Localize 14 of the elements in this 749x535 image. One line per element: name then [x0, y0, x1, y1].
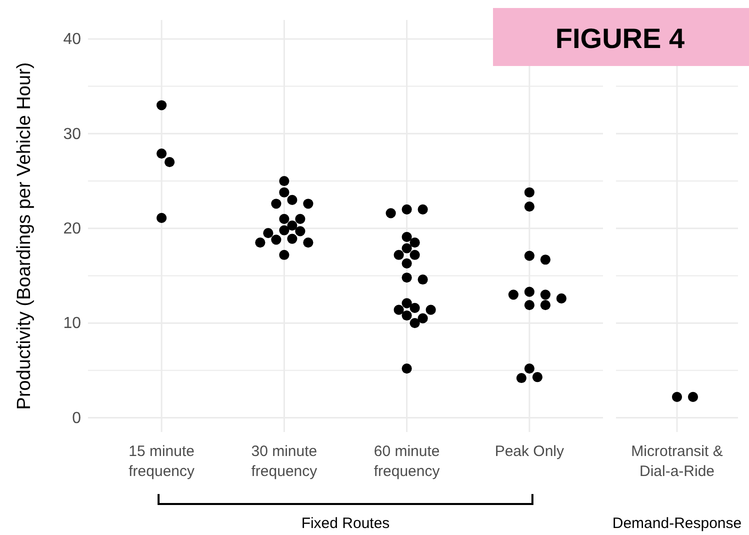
y-tick-label: 40	[63, 31, 82, 48]
x-tick-label: Microtransit & Dial-a-Ride	[631, 443, 723, 480]
x-axis-title: Demand-Response	[612, 515, 742, 532]
y-axis-title: Productivity (Boardings per Vehicle Hour)	[14, 62, 35, 410]
x-tick-label: Peak Only	[494, 443, 565, 460]
y-tick-label: 10	[63, 315, 82, 332]
y-tick-label: 0	[72, 410, 82, 427]
x-tick-label: 30 minute frequency	[251, 443, 318, 480]
x-tick-label: 60 minute frequency	[374, 443, 440, 480]
chart-title: FIGURE 4	[555, 23, 685, 54]
x-axis-title: Fixed Routes	[301, 515, 390, 532]
y-tick-label: 30	[63, 126, 82, 143]
x-tick-label: 15 minute frequency	[128, 443, 196, 480]
y-tick-label: 20	[63, 220, 82, 238]
